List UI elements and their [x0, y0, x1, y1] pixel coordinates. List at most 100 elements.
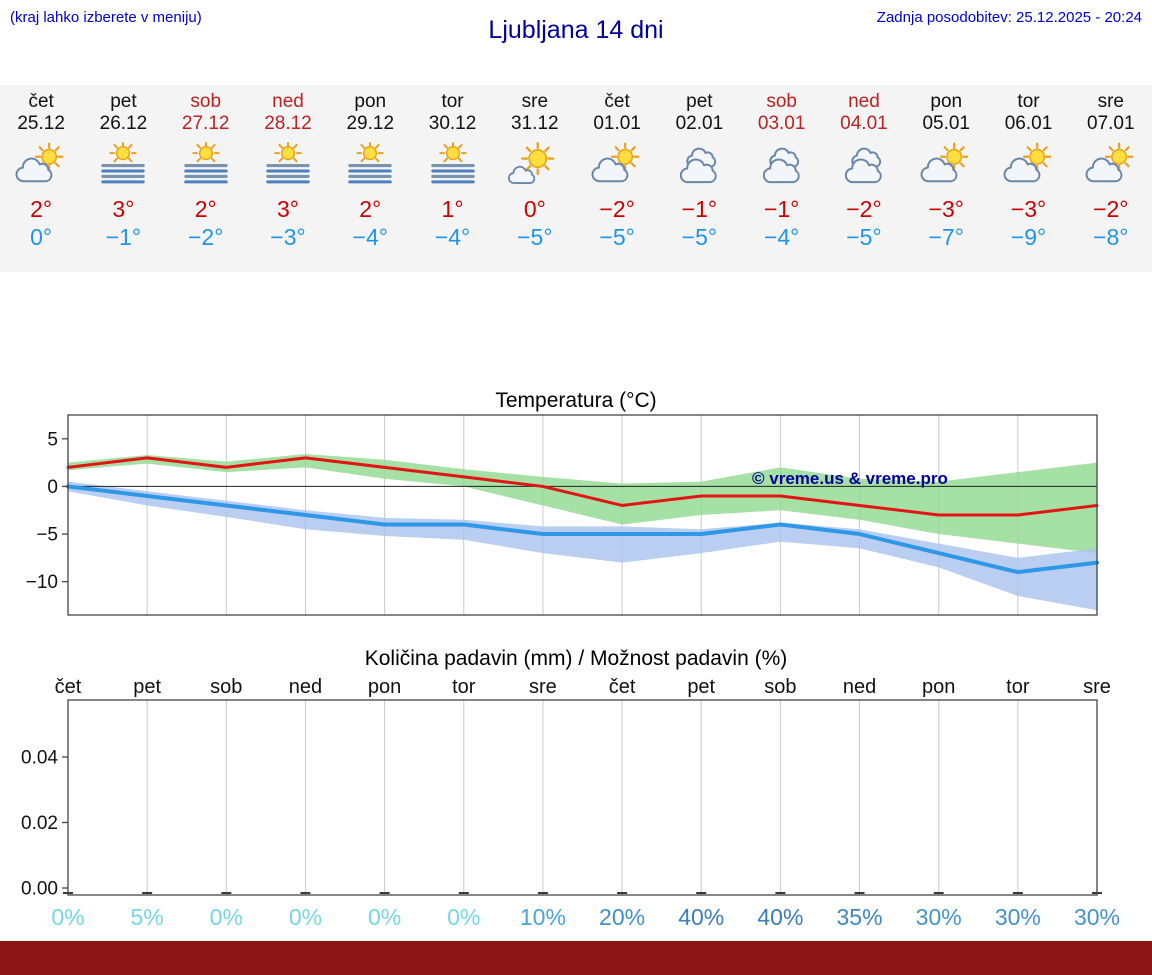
- day-date: 28.12: [264, 113, 312, 134]
- day-column: pet 02.01 −1° −5°: [658, 85, 740, 272]
- page-title: Ljubljana 14 dni: [488, 16, 664, 44]
- weather-icon-cloudy: [835, 142, 893, 186]
- day-label: ned: [289, 676, 322, 698]
- y-tick-label: −5: [36, 525, 58, 546]
- day-name: ned: [848, 91, 880, 112]
- weather-icon-fog-sun: [341, 142, 399, 186]
- day-date: 04.01: [840, 113, 888, 134]
- y-tick-label: 5: [47, 429, 58, 450]
- day-label: pet: [687, 676, 715, 698]
- day-name: tor: [1017, 91, 1040, 112]
- precip-probability: 30%: [916, 904, 962, 930]
- precip-bar: [1012, 892, 1023, 894]
- weather-icon-partly-cloudy: [1082, 142, 1140, 186]
- weather-icon-partly-cloudy: [917, 142, 975, 186]
- min-temp-range: [68, 481, 1097, 611]
- day-column: tor 06.01 −3° −9°: [987, 85, 1069, 272]
- day-label: tor: [1006, 676, 1030, 698]
- weather-icon-cloudy: [670, 142, 728, 186]
- day-name: sob: [766, 91, 797, 112]
- y-tick-label: 0: [47, 477, 58, 498]
- day-name: ned: [272, 91, 304, 112]
- temperature-chart: 5 0 −5 −10 © vreme.us & vreme.pro: [26, 414, 1099, 616]
- precip-probability: 30%: [1074, 904, 1120, 930]
- low-temp: −4°: [434, 224, 471, 250]
- low-temp: −5°: [681, 224, 718, 250]
- day-column: sob 27.12 2° −2°: [165, 85, 247, 272]
- weather-icon-fog-sun: [259, 142, 317, 186]
- day-date: 27.12: [181, 113, 230, 134]
- forecast-strip: čet 25.12 2° 0° pet 26.12 3° −1° sob 27.12 2° −2° ne…: [0, 85, 1152, 272]
- day-date: 26.12: [99, 113, 148, 134]
- precip-bar: [617, 892, 628, 894]
- precipitation-chart-title: Količina padavin (mm) / Možnost padavin …: [364, 647, 788, 670]
- high-temp: −1°: [681, 196, 718, 222]
- day-label: sre: [1083, 676, 1111, 698]
- precip-probability: 0%: [210, 904, 243, 930]
- day-name: pon: [930, 91, 963, 112]
- day-date: 06.01: [1004, 113, 1053, 134]
- chart-border: [67, 414, 1098, 616]
- weather-icon-partly-cloudy: [1000, 142, 1058, 186]
- day-name: čet: [28, 91, 54, 112]
- max-temp-line: [66, 456, 1099, 517]
- weather-icon-fog-sun: [94, 142, 152, 186]
- day-name: sob: [190, 91, 222, 112]
- high-temp: 2°: [194, 196, 217, 222]
- precip-probability: 0%: [447, 904, 480, 930]
- y-tick-label: 0.02: [21, 813, 58, 834]
- temperature-chart-title: Temperatura (°C): [495, 389, 657, 412]
- day-date: 31.12: [511, 113, 559, 134]
- day-column: pet 26.12 3° −1°: [82, 85, 164, 272]
- low-temp: −5°: [846, 224, 882, 250]
- last-update-label: Zadnja posodobitev: 25.12.2025 - 20:24: [876, 9, 1142, 26]
- day-column: tor 30.12 1° −4°: [411, 85, 493, 272]
- day-column: pon 05.01 −3° −7°: [905, 85, 987, 272]
- low-temp: 0°: [30, 224, 53, 250]
- day-date: 30.12: [428, 113, 477, 134]
- weather-icon-partly-cloudy: [588, 142, 646, 186]
- day-date: 03.01: [757, 113, 806, 134]
- low-temp: −7°: [928, 224, 964, 250]
- day-label: pet: [133, 676, 161, 698]
- high-temp: −2°: [1093, 196, 1129, 222]
- precip-probability: 40%: [757, 904, 803, 930]
- precip-bar: [142, 892, 153, 894]
- min-temp-line: [66, 484, 1099, 575]
- precip-probability: 0%: [51, 904, 84, 930]
- precip-probability: 0%: [289, 904, 322, 930]
- day-name: čet: [604, 91, 630, 112]
- day-label: sob: [210, 676, 242, 698]
- day-column: sre 31.12 0° −5°: [494, 85, 576, 272]
- precip-bar: [379, 892, 390, 894]
- day-name: sre: [521, 91, 549, 112]
- max-temp-range: [68, 454, 1097, 554]
- y-tick-label: −10: [26, 572, 58, 593]
- low-temp: −8°: [1093, 224, 1129, 250]
- day-date: 25.12: [17, 113, 65, 134]
- low-temp: −1°: [105, 224, 142, 250]
- high-temp: −2°: [846, 196, 882, 222]
- precip-probability: 10%: [520, 904, 566, 930]
- precip-bar: [775, 892, 786, 894]
- weather-icon-fog-sun: [177, 142, 235, 186]
- day-label: pon: [922, 676, 955, 698]
- high-temp: 3°: [112, 196, 135, 222]
- day-date: 29.12: [346, 113, 395, 134]
- precip-probability: 40%: [678, 904, 724, 930]
- precip-probability: 35%: [837, 904, 883, 930]
- weather-icon-mostly-sunny: [506, 142, 564, 186]
- high-temp: 2°: [359, 196, 382, 222]
- precip-bar: [854, 892, 865, 894]
- day-column: ned 28.12 3° −3°: [247, 85, 329, 272]
- day-column: sre 07.01 −2° −8°: [1070, 85, 1152, 272]
- day-name: tor: [441, 91, 464, 112]
- precip-probability: 20%: [599, 904, 645, 930]
- watermark-link[interactable]: © vreme.us & vreme.pro: [752, 469, 948, 488]
- precipitation-chart: čet pet sob ned pon tor sre čet pet sob ned pon tor s…: [21, 676, 1120, 930]
- day-date: 01.01: [593, 113, 641, 134]
- day-column: pon 29.12 2° −4°: [329, 85, 411, 272]
- high-temp: 3°: [276, 196, 299, 222]
- day-name: sre: [1097, 91, 1124, 112]
- precip-bar: [458, 892, 469, 894]
